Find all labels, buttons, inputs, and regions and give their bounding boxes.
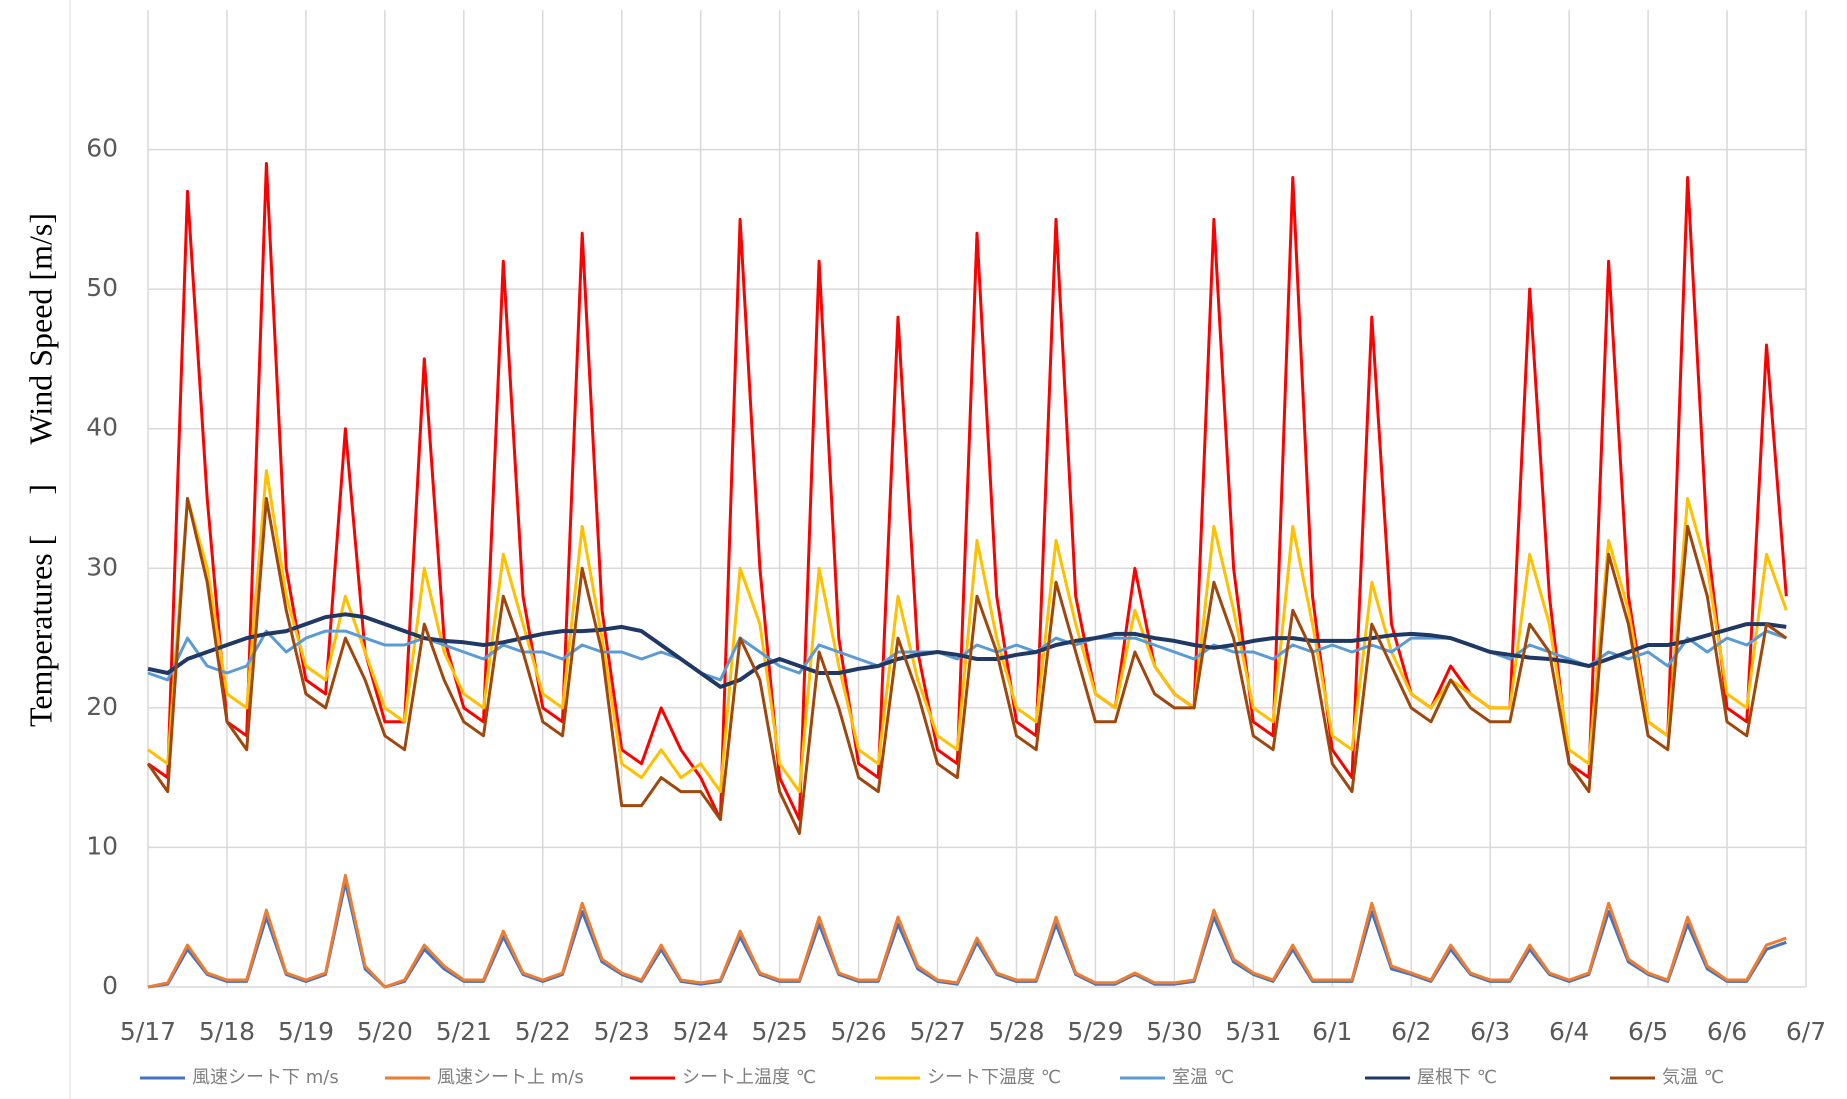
x-tick-label: 5/30: [1146, 1017, 1202, 1046]
x-tick-label: 6/7: [1786, 1017, 1826, 1046]
y-tick-label: 50: [86, 273, 118, 302]
x-tick-label: 6/3: [1470, 1017, 1510, 1046]
series-line: [147, 880, 1787, 989]
y-axis-label: Temperatures [ ] Wind Speed [m/s]: [22, 213, 58, 727]
x-tick-label: 6/4: [1549, 1017, 1589, 1046]
series-line: [146, 497, 1788, 835]
x-tick-label: 5/17: [120, 1017, 176, 1046]
x-tick-label: 5/19: [278, 1017, 334, 1046]
legend-label: シート下温度 ℃: [927, 1067, 1061, 1088]
x-tick-label: 5/25: [752, 1017, 808, 1046]
y-tick-label: 60: [86, 134, 118, 163]
legend-label: 風速シート下 m/s: [192, 1067, 339, 1088]
x-tick-label: 5/21: [436, 1017, 492, 1046]
series-line: [147, 873, 1787, 989]
x-tick-label: 5/18: [199, 1017, 255, 1046]
legend-label: 風速シート上 m/s: [437, 1067, 584, 1088]
x-tick-label: 5/27: [909, 1017, 965, 1046]
x-tick-label: 5/28: [988, 1017, 1044, 1046]
x-tick-label: 5/26: [831, 1017, 887, 1046]
x-tick-label: 6/1: [1312, 1017, 1352, 1046]
x-tick-label: 5/24: [673, 1017, 729, 1046]
series-line: [147, 469, 1788, 794]
x-tick-label: 5/22: [515, 1017, 571, 1046]
legend-label: 屋根下 ℃: [1417, 1067, 1497, 1088]
y-tick-label: 30: [86, 552, 118, 581]
x-tick-label: 5/31: [1225, 1017, 1281, 1046]
x-tick-label: 5/23: [594, 1017, 650, 1046]
series-line: [147, 162, 1788, 821]
y-tick-label: 40: [86, 413, 118, 442]
x-tick-label: 6/5: [1628, 1017, 1668, 1046]
x-tick-label: 5/20: [357, 1017, 413, 1046]
x-tick-label: 5/29: [1067, 1017, 1123, 1046]
legend-label: 室温 ℃: [1172, 1067, 1234, 1088]
x-tick-label: 6/2: [1391, 1017, 1431, 1046]
y-tick-label: 0: [102, 971, 118, 1000]
x-tick-label: 6/6: [1707, 1017, 1747, 1046]
legend-label: 気温 ℃: [1662, 1067, 1724, 1088]
y-tick-label: 10: [86, 831, 118, 860]
y-tick-label: 20: [86, 692, 118, 721]
legend-label: シート上温度 ℃: [682, 1067, 816, 1088]
